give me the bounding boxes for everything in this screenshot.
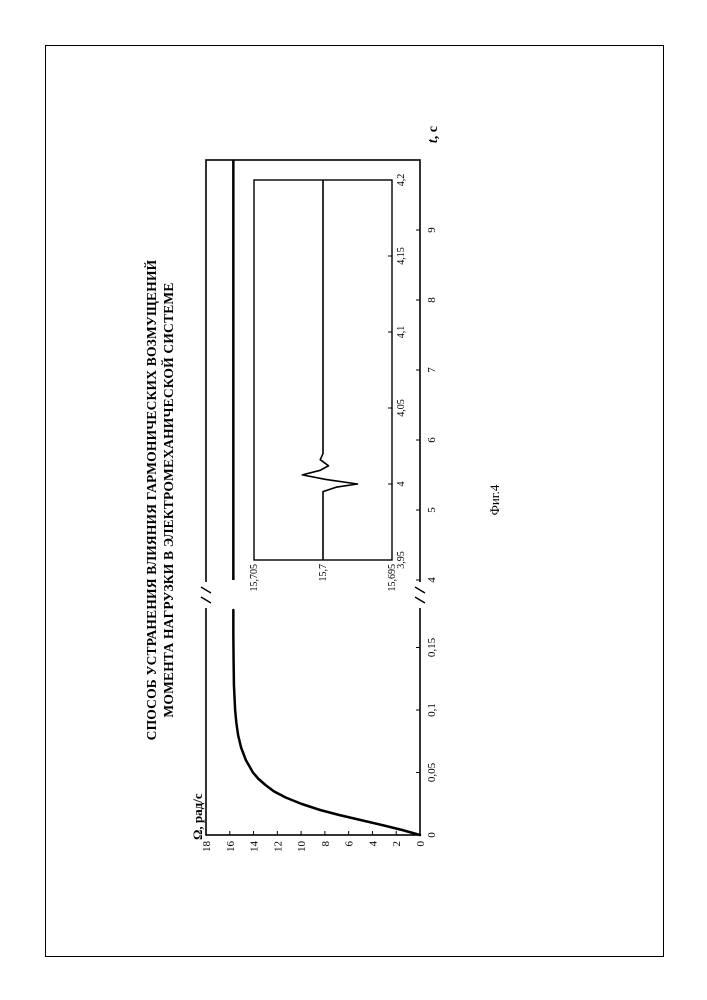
svg-text:4,05: 4,05 <box>395 399 406 417</box>
svg-text:4,2: 4,2 <box>395 174 406 187</box>
svg-text:18: 18 <box>200 841 212 853</box>
svg-text:14: 14 <box>248 841 260 853</box>
figure-caption: Фиг.4 <box>486 120 502 880</box>
svg-text:0: 0 <box>414 841 426 847</box>
main-chart: 02468101214161800,050,10,1545678915,6951… <box>191 120 451 880</box>
svg-text:2: 2 <box>390 841 402 847</box>
xlabel-var: t <box>425 139 440 143</box>
svg-text:0,05: 0,05 <box>425 762 437 782</box>
svg-text:8: 8 <box>319 841 331 847</box>
svg-text:0,1: 0,1 <box>425 703 437 717</box>
y-axis-label: Ω, рад/с <box>189 793 205 840</box>
svg-text:7: 7 <box>425 367 437 373</box>
svg-text:12: 12 <box>272 841 284 852</box>
xlabel-unit: , с <box>425 126 440 139</box>
svg-text:6: 6 <box>425 437 437 443</box>
svg-text:8: 8 <box>425 297 437 303</box>
svg-text:4: 4 <box>367 841 379 847</box>
svg-text:16: 16 <box>224 841 236 853</box>
svg-text:15,705: 15,705 <box>248 564 259 592</box>
x-axis-label: t, с <box>425 126 441 143</box>
svg-text:4,1: 4,1 <box>395 326 406 339</box>
svg-text:0: 0 <box>425 832 437 838</box>
page: СПОСОБ УСТРАНЕНИЯ ВЛИЯНИЯ ГАРМОНИЧЕСКИХ … <box>0 0 707 1000</box>
figure-title: СПОСОБ УСТРАНЕНИЯ ВЛИЯНИЯ ГАРМОНИЧЕСКИХ … <box>144 120 178 880</box>
svg-text:5: 5 <box>425 507 437 513</box>
figure-rotated: СПОСОБ УСТРАНЕНИЯ ВЛИЯНИЯ ГАРМОНИЧЕСКИХ … <box>144 120 564 880</box>
svg-text:15,7: 15,7 <box>317 564 328 582</box>
svg-text:4: 4 <box>425 577 437 583</box>
svg-text:3,95: 3,95 <box>395 551 406 569</box>
svg-text:9: 9 <box>425 227 437 233</box>
svg-text:6: 6 <box>343 841 355 847</box>
chart-wrap: Ω, рад/с 0 2 4 6 8 10 12 14 16 18 0 0,05 0,1 0,15 4 5 6 7… <box>191 120 456 880</box>
svg-text:0,15: 0,15 <box>425 637 437 657</box>
svg-text:4,15: 4,15 <box>395 247 406 265</box>
svg-text:10: 10 <box>295 841 307 853</box>
figure-title-line2: МОМЕНТА НАГРУЗКИ В ЭЛЕКТРОМЕХАНИЧЕСКОЙ С… <box>160 282 175 717</box>
figure-title-line1: СПОСОБ УСТРАНЕНИЯ ВЛИЯНИЯ ГАРМОНИЧЕСКИХ … <box>144 260 159 741</box>
svg-text:4: 4 <box>395 482 406 487</box>
